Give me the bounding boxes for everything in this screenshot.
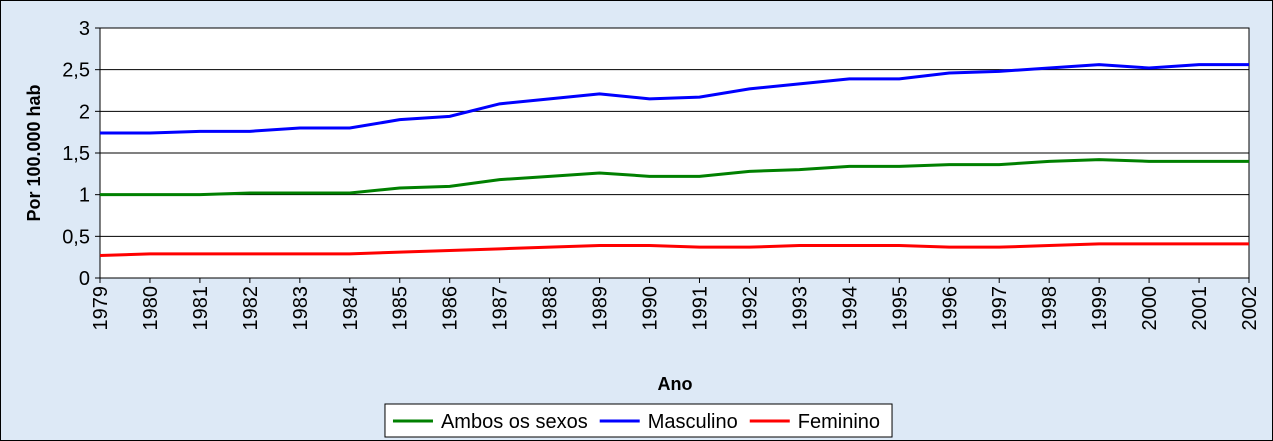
x-tick-label: 1997	[989, 286, 1011, 331]
x-tick-label: 2002	[1239, 286, 1261, 331]
legend-label: Ambos os sexos	[441, 411, 588, 433]
series-line	[100, 63, 1249, 135]
x-tick-label: 1994	[839, 286, 861, 331]
y-tick-label: 0	[79, 268, 90, 290]
y-tick-label: 1,5	[62, 143, 90, 165]
y-tick-label: 3	[79, 18, 90, 40]
x-tick-label: 1988	[540, 286, 562, 331]
y-axis-title: Por 100.000 hab	[24, 84, 44, 221]
x-tick-label: 1983	[290, 286, 312, 331]
x-tick-label: 1989	[590, 286, 612, 331]
x-tick-label: 1991	[689, 286, 711, 331]
x-tick-label: 1999	[1089, 286, 1111, 331]
series-line	[99, 242, 1249, 257]
x-tick-label: 1986	[440, 286, 462, 331]
x-tick-label: 1996	[939, 286, 961, 331]
y-tick-label: 2,5	[62, 60, 90, 82]
x-tick-label: 1980	[140, 286, 162, 331]
x-tick-label: 1987	[490, 286, 512, 331]
x-tick-label: 1982	[240, 286, 262, 331]
x-axis-title: Ano	[658, 374, 693, 394]
y-tick-label: 0,5	[62, 226, 90, 248]
x-tick-label: 1990	[640, 286, 662, 331]
x-tick-label: 2001	[1189, 286, 1211, 331]
plot-border	[99, 27, 1250, 279]
x-tick-label: 1992	[739, 286, 761, 331]
x-tick-label: 2000	[1139, 286, 1161, 331]
x-tick-label: 1979	[90, 286, 112, 331]
x-tick-label: 1985	[390, 286, 412, 331]
series-line	[100, 158, 1249, 197]
x-tick-label: 1981	[190, 286, 212, 331]
x-tick-label: 1995	[889, 286, 911, 331]
legend-label: Feminino	[798, 411, 880, 433]
x-tick-label: 1998	[1039, 286, 1061, 331]
y-tick-label: 2	[79, 101, 90, 123]
x-tick-label: 1993	[789, 286, 811, 331]
legend-label: Masculino	[648, 411, 738, 433]
x-tick-label: 1984	[340, 286, 362, 331]
y-tick-label: 1	[79, 185, 90, 207]
